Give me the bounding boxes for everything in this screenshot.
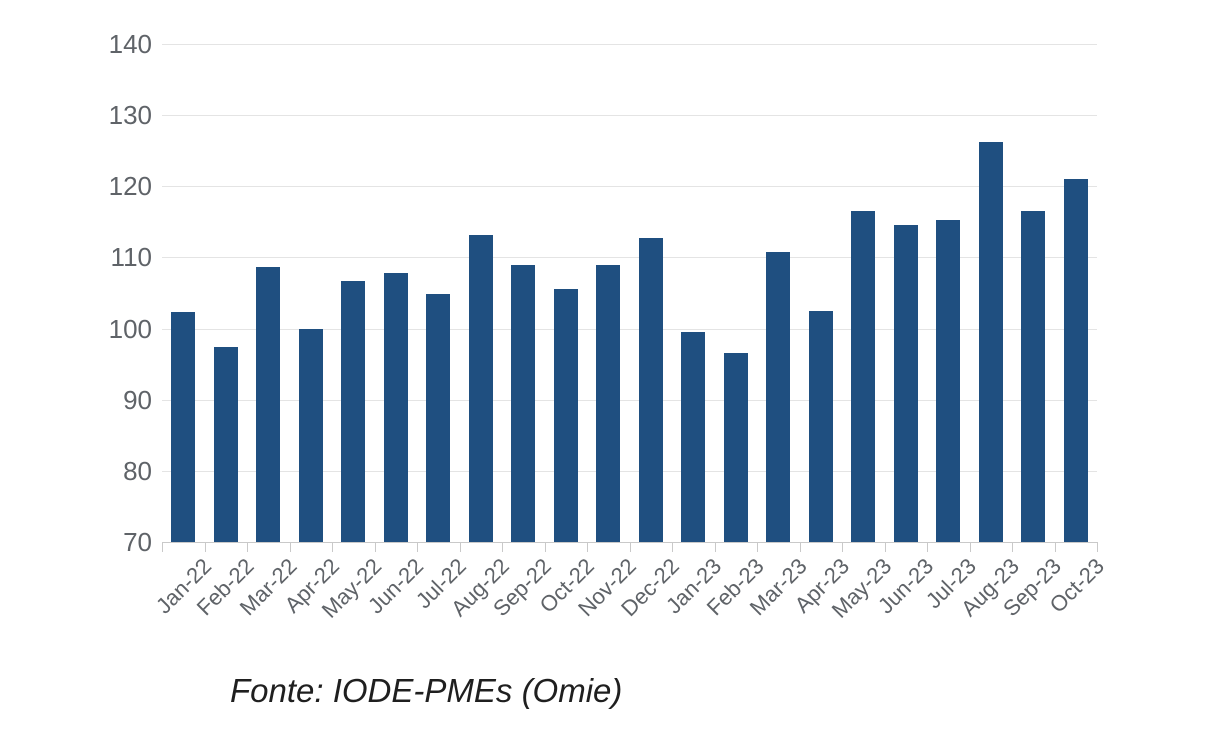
gridline [162,44,1097,45]
axis-tick [1054,542,1056,552]
axis-tick [629,542,631,552]
axis-tick [204,542,206,552]
gridline [162,115,1097,117]
axis-tick [502,542,503,552]
y-axis-tick-label: 70 [123,527,152,557]
axis-tick [757,542,758,552]
axis-tick [374,542,376,552]
axis-tick [459,542,461,552]
axis-tick [672,542,673,552]
axis-tick [1012,542,1013,552]
bar-apr-22 [298,328,323,542]
axis-tick [1097,542,1098,552]
y-axis-tick-label: 80 [123,455,152,486]
gridline [162,399,1097,401]
bar-oct-22 [553,288,578,542]
axis-tick [332,542,333,552]
bar-aug-23 [978,142,1003,542]
bar-jul-22 [426,293,451,542]
bar-nov-22 [596,265,621,542]
bar-feb-22 [213,347,238,542]
bar-mar-22 [256,267,281,542]
bar-jul-23 [936,219,961,542]
bar-dec-22 [638,237,663,542]
axis-tick [587,542,588,552]
y-axis-tick-label: 140 [108,29,152,59]
bar-oct-23 [1063,179,1088,542]
bar-may-22 [341,280,366,542]
axis-tick [247,542,248,552]
gridline [162,257,1097,259]
gridline [162,186,1097,188]
axis-tick [714,542,716,552]
bar-may-23 [851,211,876,542]
bar-jun-23 [893,225,918,542]
y-axis-tick-label: 120 [108,171,152,202]
y-axis-tick-label: 110 [110,242,152,273]
y-axis-tick-label: 100 [108,313,152,344]
axis-tick [969,542,971,552]
y-axis-tick-label: 90 [123,384,152,415]
axis-tick [884,542,886,552]
axis-tick [417,542,418,552]
axis-tick [162,542,163,552]
axis-tick [544,542,546,552]
bar-sep-23 [1021,211,1046,542]
axis-tick [927,542,928,552]
y-axis-tick-label: 130 [108,100,152,131]
gridline [162,328,1097,330]
gridline [162,470,1097,472]
bar-jan-23 [681,332,706,542]
bar-apr-23 [808,311,833,542]
axis-tick [799,542,801,552]
source-caption: Fonte: IODE-PMEs (Omie) [230,672,623,709]
bar-jun-22 [383,273,408,542]
axis-tick [289,542,291,552]
axis-tick [842,542,843,552]
bar-feb-23 [723,352,748,542]
bar-aug-22 [468,234,493,542]
bar-mar-23 [766,251,791,542]
bar-jan-22 [171,312,196,542]
bar-sep-22 [511,264,536,542]
